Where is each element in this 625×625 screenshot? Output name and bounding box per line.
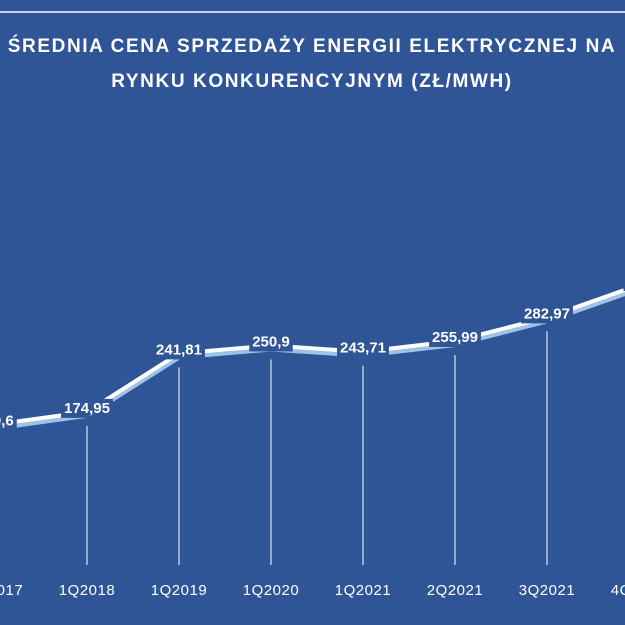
data-label-bg [153, 340, 205, 360]
data-label: 282,97 [524, 305, 570, 322]
data-label: 160,6 [0, 412, 14, 429]
chart-title: ŚREDNIA CENA SPRZEDAŻY ENERGII ELEKTRYCZ… [8, 35, 616, 57]
data-label-bg [521, 304, 573, 324]
data-label: 255,99 [432, 329, 478, 346]
data-label: 250,9 [252, 333, 290, 350]
x-tick-label: 1Q2020 [243, 582, 299, 599]
data-label-bg [0, 411, 17, 431]
data-label-bg [61, 398, 113, 418]
x-tick-label: 1Q2021 [335, 582, 391, 599]
data-label-bg [429, 327, 481, 347]
x-tick-label: 1Q2018 [59, 582, 115, 599]
x-tick-label: 1Q2019 [151, 582, 207, 599]
x-tick-label: 2Q2021 [427, 582, 483, 599]
data-label-bg [623, 271, 625, 291]
data-label: 241,81 [156, 341, 202, 358]
x-tick-label: 4Q2021 [611, 582, 625, 599]
x-tick-label: 1Q2017 [0, 582, 23, 599]
data-label: 174,95 [64, 400, 110, 417]
data-label: 243,71 [340, 340, 386, 357]
x-tick-label: 3Q2021 [519, 582, 575, 599]
chart-title: RYNKU KONKURENCYJNYM (ZŁ/MWH) [111, 71, 512, 92]
data-label-bg [249, 332, 293, 352]
data-label-bg [337, 338, 389, 358]
